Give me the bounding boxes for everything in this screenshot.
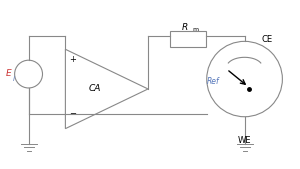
Text: CE: CE xyxy=(262,35,273,44)
Text: −: − xyxy=(69,109,76,118)
Text: $R$: $R$ xyxy=(181,21,188,32)
Text: Ref: Ref xyxy=(206,77,219,86)
Text: CA: CA xyxy=(89,84,101,93)
Bar xyxy=(170,31,206,47)
Text: m: m xyxy=(193,27,199,32)
Text: +: + xyxy=(69,55,76,64)
Text: $E$: $E$ xyxy=(5,67,13,78)
Text: WE: WE xyxy=(238,136,251,145)
Text: $i$: $i$ xyxy=(12,74,16,82)
